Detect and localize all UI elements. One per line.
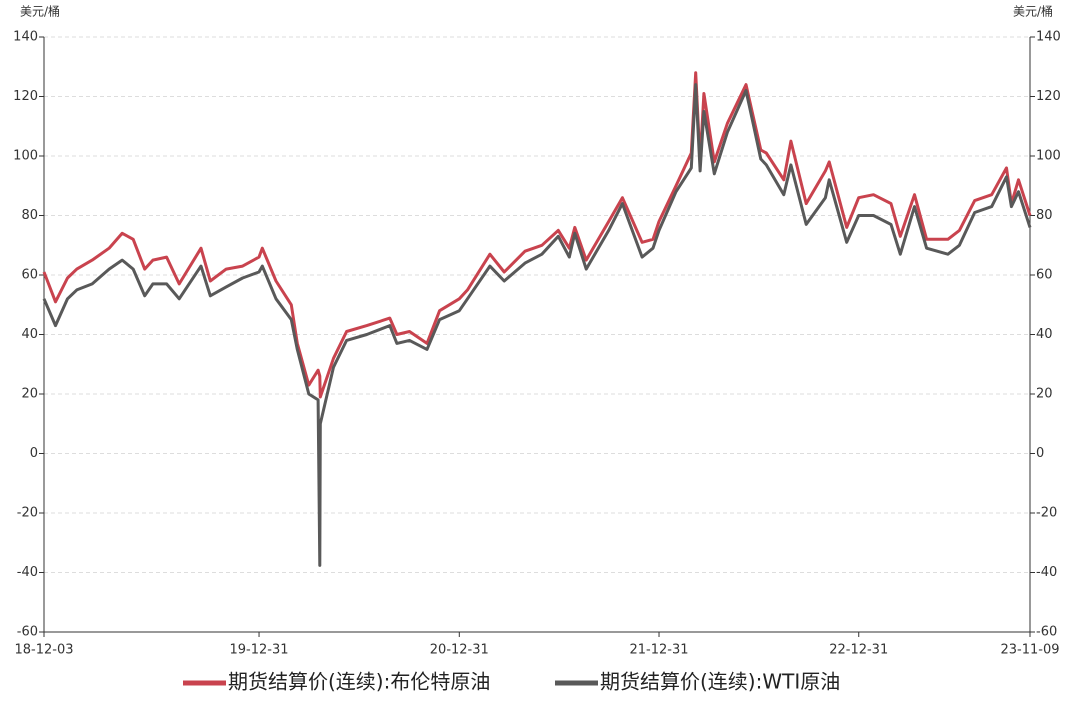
series-line (42, 71, 1032, 399)
y2-tick-label: 0 (1036, 446, 1044, 461)
y-tick-label: 100 (13, 149, 38, 164)
y-tick-label: 60 (21, 268, 38, 283)
y-tick-label: -40 (17, 565, 38, 580)
y-tick-label: 140 (13, 30, 38, 45)
y2-tick-label: 40 (1036, 327, 1053, 342)
x-tick-label: 23-11-09 (1000, 643, 1059, 658)
y-tick-label: 0 (30, 446, 38, 461)
y-tick-label: 120 (13, 89, 38, 104)
y-tick-label: 40 (21, 327, 38, 342)
y-tick-label: -20 (17, 506, 38, 521)
y2-unit-label: 美元/桶 (1013, 4, 1053, 19)
y2-tick-label: -40 (1036, 565, 1057, 580)
y-tick-label: -60 (17, 625, 38, 640)
legend-label: 期货结算价(连续):布伦特原油 (228, 670, 490, 694)
y2-tick-label: 120 (1036, 89, 1061, 104)
y2-tick-label: 100 (1036, 149, 1061, 164)
y-unit-label: 美元/桶 (20, 4, 60, 19)
y-tick-label: 80 (21, 208, 38, 223)
x-tick-label: 18-12-03 (14, 643, 73, 658)
y2-tick-label: -20 (1036, 506, 1057, 521)
series-line (42, 83, 1032, 567)
x-tick-label: 21-12-31 (630, 643, 689, 658)
y2-tick-label: 20 (1036, 387, 1053, 402)
x-tick-label: 22-12-31 (829, 643, 888, 658)
x-tick-label: 20-12-31 (430, 643, 489, 658)
y2-tick-label: 140 (1036, 30, 1061, 45)
y2-tick-label: -60 (1036, 625, 1057, 640)
legend-label: 期货结算价(连续):WTI原油 (600, 670, 840, 694)
y2-tick-label: 80 (1036, 208, 1053, 223)
y2-tick-label: 60 (1036, 268, 1053, 283)
y-tick-label: 20 (21, 387, 38, 402)
x-tick-label: 19-12-31 (230, 643, 289, 658)
